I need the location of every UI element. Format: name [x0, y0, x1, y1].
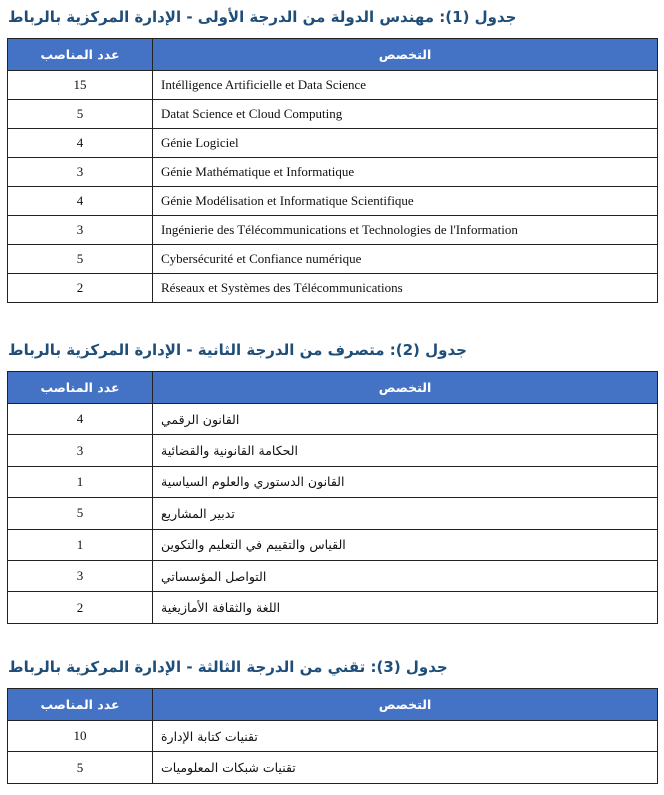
table-row: 2 اللغة والثقافة الأمازيغية	[7, 591, 658, 624]
specialty-cell: Cybersécurité et Confiance numérique	[152, 244, 658, 274]
count-cell: 5	[7, 497, 153, 530]
specialty-cell: Génie Logiciel	[152, 128, 658, 158]
table-2: عدد المناصب التخصص 4 القانون الرقمي 3 الحكا…	[7, 371, 658, 624]
specialty-cell: القياس والتقييم في التعليم والتكوين	[152, 528, 658, 561]
count-cell: 4	[7, 128, 153, 158]
specialty-cell: القانون الرقمي	[152, 402, 658, 436]
table-3-title: جدول (3): تقني من الدرجة الثالثة - الإدا…	[8, 658, 448, 676]
count-cell: 4	[7, 186, 153, 216]
specialty-cell: القانون الدستوري والعلوم السياسية	[152, 465, 658, 499]
specialty-cell: تدبير المشاريع	[152, 497, 658, 530]
specialty-cell: اللغة والثقافة الأمازيغية	[152, 591, 658, 624]
count-cell: 15	[7, 70, 153, 100]
specialty-cell: Ingénierie des Télécommunications et Tec…	[152, 215, 658, 245]
header-specialty: التخصص	[152, 38, 658, 71]
count-cell: 4	[7, 402, 153, 436]
table-row: 1 القياس والتقييم في التعليم والتكوين	[7, 528, 658, 561]
table-row: 10 تقنيات كتابة الإدارة	[7, 719, 658, 753]
table-row: 4 Génie Logiciel	[7, 128, 658, 158]
count-cell: 3	[7, 559, 153, 593]
count-cell: 3	[7, 215, 153, 245]
count-cell: 2	[7, 591, 153, 624]
count-cell: 3	[7, 434, 153, 467]
table-row: 2 Réseaux et Systèmes des Télécommunicati…	[7, 273, 658, 303]
table-row: 3 Ingénierie des Télécommunications et Te…	[7, 215, 658, 245]
table-row: 3 Génie Mathématique et Informatique	[7, 157, 658, 187]
table-3: عدد المناصب التخصص 10 تقنيات كتابة الإدار…	[7, 688, 658, 784]
table-row: 4 القانون الرقمي	[7, 402, 658, 436]
table-1: عدد المناصب التخصص 15 Intélligence Artifi…	[7, 38, 658, 303]
header-specialty: التخصص	[152, 688, 658, 721]
specialty-cell: Datat Science et Cloud Computing	[152, 99, 658, 129]
specialty-cell: Réseaux et Systèmes des Télécommunicatio…	[152, 273, 658, 303]
specialty-cell: الحكامة القانونية والقضائية	[152, 434, 658, 467]
specialty-cell: Génie Modélisation et Informatique Scien…	[152, 186, 658, 216]
count-cell: 3	[7, 157, 153, 187]
header-count: عدد المناصب	[7, 371, 153, 404]
header-count: عدد المناصب	[7, 38, 153, 71]
table-row: 4 Génie Modélisation et Informatique Scie…	[7, 186, 658, 216]
table-row: 5 تدبير المشاريع	[7, 497, 658, 530]
specialty-cell: التواصل المؤسساتي	[152, 559, 658, 593]
table-row: 15 Intélligence Artificielle et Data Scie…	[7, 70, 658, 100]
table-row: 5 Cybersécurité et Confiance numérique	[7, 244, 658, 274]
table-row: 3 الحكامة القانونية والقضائية	[7, 434, 658, 467]
header-specialty: التخصص	[152, 371, 658, 404]
count-cell: 5	[7, 99, 153, 129]
count-cell: 10	[7, 719, 153, 753]
count-cell: 2	[7, 273, 153, 303]
specialty-cell: تقنيات شبكات المعلوميات	[152, 751, 658, 784]
table-row: 5 Datat Science et Cloud Computing	[7, 99, 658, 129]
table-1-title: جدول (1): مهندس الدولة من الدرجة الأولى …	[8, 8, 517, 26]
count-cell: 5	[7, 244, 153, 274]
table-2-title: جدول (2): متصرف من الدرجة الثانية - الإد…	[8, 341, 467, 359]
header-count: عدد المناصب	[7, 688, 153, 721]
specialty-cell: Génie Mathématique et Informatique	[152, 157, 658, 187]
count-cell: 5	[7, 751, 153, 784]
table-row: 1 القانون الدستوري والعلوم السياسية	[7, 465, 658, 499]
specialty-cell: Intélligence Artificielle et Data Scienc…	[152, 70, 658, 100]
count-cell: 1	[7, 465, 153, 499]
table-row: 5 تقنيات شبكات المعلوميات	[7, 751, 658, 784]
count-cell: 1	[7, 528, 153, 561]
table-row: 3 التواصل المؤسساتي	[7, 559, 658, 593]
specialty-cell: تقنيات كتابة الإدارة	[152, 719, 658, 753]
